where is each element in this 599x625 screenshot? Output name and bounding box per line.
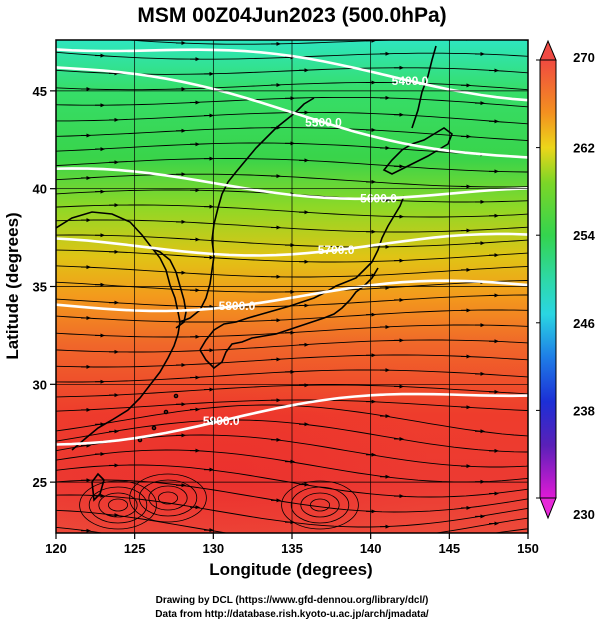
x-tick-label: 130 (202, 541, 224, 556)
colorbar-tick-label: 238 (573, 403, 595, 418)
contour-label: 5600.0 (360, 191, 397, 205)
x-tick-label: 125 (124, 541, 146, 556)
eddy-streamline (157, 491, 178, 505)
eddy-streamline (309, 498, 330, 512)
contour-label: 5800.0 (219, 299, 256, 313)
eddy-streamline (98, 492, 138, 518)
credit-line-1: Drawing by DCL (https://www.gfd-dennou.o… (156, 595, 429, 606)
colorbar-tick-label: 254 (573, 228, 595, 243)
colorbar: 270 262 254 246 238 230 (536, 39, 596, 522)
y-axis-label: Latitude (degrees) (3, 212, 22, 359)
contour-label: 5500.0 (305, 115, 342, 129)
y-tick-label: 35 (33, 280, 47, 295)
x-tick-label: 135 (281, 541, 303, 556)
x-tick-label: 145 (438, 541, 460, 556)
contour-label: 5900.0 (203, 414, 240, 428)
eddy-streamline (300, 492, 340, 518)
y-tick-label: 40 (33, 182, 47, 197)
contour-label: 5400.0 (392, 74, 429, 88)
eddy-streamline (88, 486, 148, 524)
x-tick-label: 120 (45, 541, 67, 556)
coastlines (56, 45, 453, 502)
contour-label: 5700.0 (318, 243, 355, 257)
eddy-streamline (79, 480, 157, 530)
eddy-streamline (129, 473, 207, 523)
y-tick-label: 30 (33, 377, 47, 392)
map-title: MSM 00Z04Jun2023 (500.0hPa) (137, 4, 446, 27)
colorbar-tick-label: 262 (573, 141, 595, 156)
colorbar-tick-label: 246 (573, 316, 595, 331)
eddy-streamline (281, 480, 359, 530)
axes: 120 125 130 135 140 145 150 25 30 35 40 45 (33, 40, 539, 556)
credit-line-2: Data from http://database.rish.kyoto-u.a… (155, 609, 429, 620)
y-tick-label: 25 (33, 475, 47, 490)
colorbar-tick-label: 230 (573, 507, 595, 522)
eddy-streamline (148, 485, 188, 511)
colorbar-tick-label: 270 (573, 50, 595, 65)
y-tick-label: 45 (33, 84, 47, 99)
eddy-streamline (138, 479, 198, 517)
colorbar-bottom-arrow (539, 497, 557, 520)
streamline (56, 509, 528, 533)
colorbar-top-arrow (539, 39, 557, 61)
x-axis-label: Longitude (degrees) (209, 560, 372, 579)
x-tick-label: 150 (517, 541, 539, 556)
eddy-streamline (290, 486, 350, 524)
colorbar-ticks: 270 262 254 246 238 230 (536, 50, 596, 522)
x-tick-label: 140 (360, 541, 382, 556)
eddy-streamline (108, 498, 129, 512)
